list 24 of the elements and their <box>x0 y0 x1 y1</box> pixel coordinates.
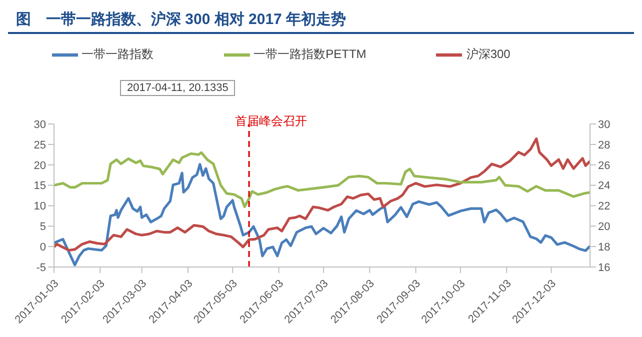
legend-label: 一带一路指数PETTM <box>254 47 366 62</box>
legend-label: 一带一路指数 <box>82 47 154 62</box>
y-tick-label: 30 <box>34 118 46 131</box>
y-tick-label: 25 <box>34 139 46 152</box>
y-tick-label: 10 <box>34 200 46 213</box>
y-tick-label: 0 <box>40 241 46 254</box>
y2-tick-label: 16 <box>598 262 610 274</box>
chart-title: 图 一带一路指数、沪深 300 相对 2017 年初走势 <box>8 8 634 34</box>
y-tick-label: 5 <box>40 221 46 234</box>
y-tick-label: -5 <box>36 262 46 274</box>
y2-tick-label: 28 <box>598 139 610 152</box>
y2-tick-label: 18 <box>598 241 610 254</box>
ref-line-label: 首届峰会召开 <box>235 114 308 128</box>
y2-tick-label: 20 <box>598 221 610 234</box>
y-tick-label: 20 <box>34 160 46 172</box>
y2-tick-label: 26 <box>598 160 610 172</box>
legend-label: 沪深300 <box>466 47 510 62</box>
line-series <box>54 151 590 208</box>
y2-tick-label: 24 <box>598 180 610 192</box>
y2-tick-label: 22 <box>598 200 610 213</box>
y2-tick-label: 30 <box>598 118 610 131</box>
y-tick-label: 15 <box>34 180 46 192</box>
line-series <box>54 137 590 252</box>
text: 2017-04-11, 20.1335 <box>120 80 236 96</box>
